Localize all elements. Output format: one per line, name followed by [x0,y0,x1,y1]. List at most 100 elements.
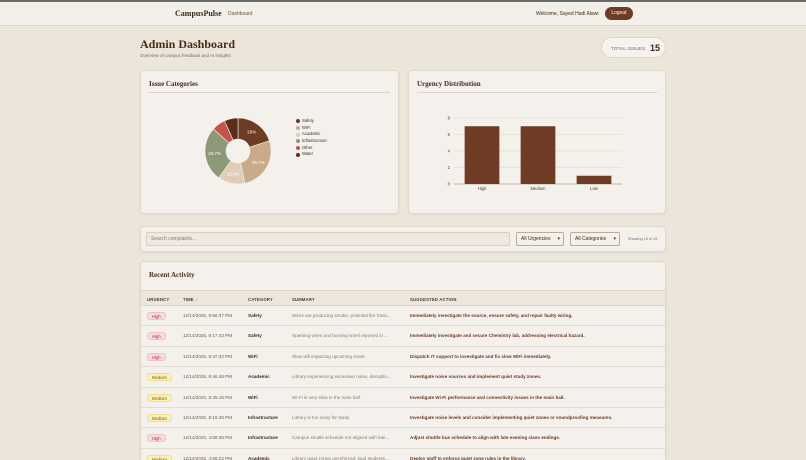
row-time: 12/14/2025, 8:47:32 PM [183,353,233,359]
issue-categories-legend: Safety WiFi Academic Infrastructure Other Wat… [296,118,327,158]
legend-item-wifi[interactable]: WiFi [296,125,327,132]
legend-label: Other [302,144,313,150]
table-row[interactable]: Medium 12/14/2025, 8:46:48 PM Academic Libr… [141,367,665,388]
bar-low[interactable] [576,175,612,184]
urgency-badge: High [147,352,166,361]
row-category: Academic [248,374,270,380]
row-time: 12/14/2025, 8:45:15 PM [183,394,233,400]
legend-item-other[interactable]: Other [296,145,327,152]
row-suggested-action: Immediately investigate the source, ensu… [410,313,573,318]
search-input[interactable] [146,232,510,246]
logout-button[interactable]: Logout [605,7,633,20]
x-tick-label: Low [590,186,599,191]
category-filter-select[interactable]: All Categories ▾ [570,232,620,246]
column-header-category[interactable]: CATEGORY [248,297,273,302]
issue-categories-donut-chart: 20% 26.7% 13.3% 26.7% [204,117,272,185]
x-tick-label: High [478,186,487,191]
legend-item-academic[interactable]: Academic [296,131,327,138]
row-suggested-action: Immediately investigate and secure Chemi… [410,333,585,339]
table-row[interactable]: High 12/14/2025, 8:47:32 PM WiFi Slow wifi … [141,347,665,368]
table-row[interactable]: Medium 12/14/2025, 4:56:22 PM Academic Libr… [141,449,665,460]
showing-count: Showing 15 of 15 [628,237,658,241]
row-category: Infrastructure [248,435,278,441]
nav-link-dashboard[interactable]: Dashboard [228,11,253,17]
legend-label: Infrastructure [302,138,327,144]
issue-categories-title: Issue Categories [149,80,198,88]
legend-swatch [296,126,300,131]
legend-item-water[interactable]: Water [296,151,327,158]
column-header-urgency[interactable]: URGENCY [147,297,170,302]
y-tick-label: 0 [448,182,451,187]
pie-slice-label: 26.7% [208,151,221,156]
table-row[interactable]: High 12/14/2025, 9:17:43 PM Safety Sparking… [141,326,665,347]
row-summary: Library is too noisy for study. [292,415,351,420]
row-time: 12/14/2025, 8:16:46 PM [183,415,233,420]
urgency-badge: Medium [147,454,172,460]
row-category: Safety [248,333,262,339]
legend-item-safety[interactable]: Safety [296,118,327,125]
column-header-suggested-action: SUGGESTED ACTION [410,297,457,302]
legend-label: Academic [302,131,321,137]
row-suggested-action: Investigate noise sources and implement … [410,374,542,380]
table-row[interactable]: High 12/14/2025, 4:58:35 PM Infrastructure… [141,428,665,449]
y-tick-label: 8 [448,116,451,121]
y-tick-label: 2 [448,165,451,170]
row-category: Safety [248,313,262,318]
row-suggested-action: Investigate noise levels and consider im… [410,415,613,420]
urgency-badge: High [147,434,166,443]
urgency-filter-value: All Urgencies [521,236,551,242]
table-row[interactable]: Medium 12/14/2025, 8:16:46 PM Infrastructu… [141,408,665,429]
column-header-summary: SUMMARY [292,297,315,302]
urgency-filter-select[interactable]: All Urgencies ▾ [516,232,564,246]
legend-swatch [296,132,300,137]
brand-logo[interactable]: CampusPulse [175,9,222,18]
pie-slice-wifi[interactable] [240,140,272,184]
pie-slice-water[interactable] [224,117,239,141]
pie-slice-infrastructure[interactable] [204,128,232,179]
y-tick-label: 6 [448,132,451,137]
row-time: 12/14/2025, 8:46:48 PM [183,374,233,380]
row-summary: Wires are producing smoke, potential fir… [292,313,391,318]
row-summary: Slow wifi impacting upcoming exam. [292,353,366,359]
pie-slice-label: 13.3% [227,171,240,176]
row-category: WiFi [248,353,258,359]
y-tick-label: 4 [448,149,451,154]
chevron-down-icon: ▾ [557,236,560,242]
row-suggested-action: Investigate Wi-Fi performance and connec… [410,394,565,400]
bar-high[interactable] [464,126,500,184]
legend-label: WiFi [302,124,311,130]
row-time: 12/14/2025, 9:17:43 PM [183,333,233,339]
chevron-down-icon: ▾ [613,236,616,242]
page-title: Admin Dashboard [140,37,236,51]
card-divider [149,92,390,93]
urgency-bar-chart: 0 2 4 6 8 High Medium Low [448,116,622,191]
table-row[interactable]: High 12/14/2025, 9:56:37 PM Safety Wires ar… [141,306,665,327]
legend-label: Water [302,151,314,157]
row-time: 12/14/2025, 9:56:37 PM [183,313,233,318]
urgency-badge: High [147,332,166,341]
row-suggested-action: Dispatch IT support to investigate and f… [410,353,552,359]
row-suggested-action: Deploy staff to enforce quiet zone rules… [410,455,526,460]
urgency-distribution-title: Urgency Distribution [417,80,481,88]
x-tick-label: Medium [531,186,546,191]
table-header: URGENCY TIME ↓ CATEGORY SUMMARY SUGGESTE… [141,290,665,306]
total-issues-label: TOTAL ISSUES [611,46,646,51]
card-divider [417,92,657,93]
pie-slice-label: 26.7% [252,160,265,165]
legend-item-infrastructure[interactable]: Infrastructure [296,138,327,145]
row-summary: Wi-Fi is very slow in the main hall. [292,394,362,400]
row-time: 12/14/2025, 4:56:22 PM [183,455,233,460]
urgency-badge: Medium [147,393,172,402]
legend-swatch [296,152,300,157]
legend-swatch [296,139,300,144]
urgency-badge: High [147,312,166,320]
row-summary: Campus shuttle schedule not aligned with… [292,435,390,441]
total-issues-badge: TOTAL ISSUES 15 [601,37,666,58]
legend-swatch [296,119,300,124]
row-time: 12/14/2025, 4:58:35 PM [183,435,233,441]
table-row[interactable]: Medium 12/14/2025, 8:45:15 PM WiFi Wi-Fi is… [141,388,665,408]
column-header-time[interactable]: TIME ↓ [183,297,198,302]
urgency-badge: Medium [147,414,172,422]
row-summary: Sparking wires and burning smell reporte… [292,333,389,339]
bar-medium[interactable] [520,126,556,184]
